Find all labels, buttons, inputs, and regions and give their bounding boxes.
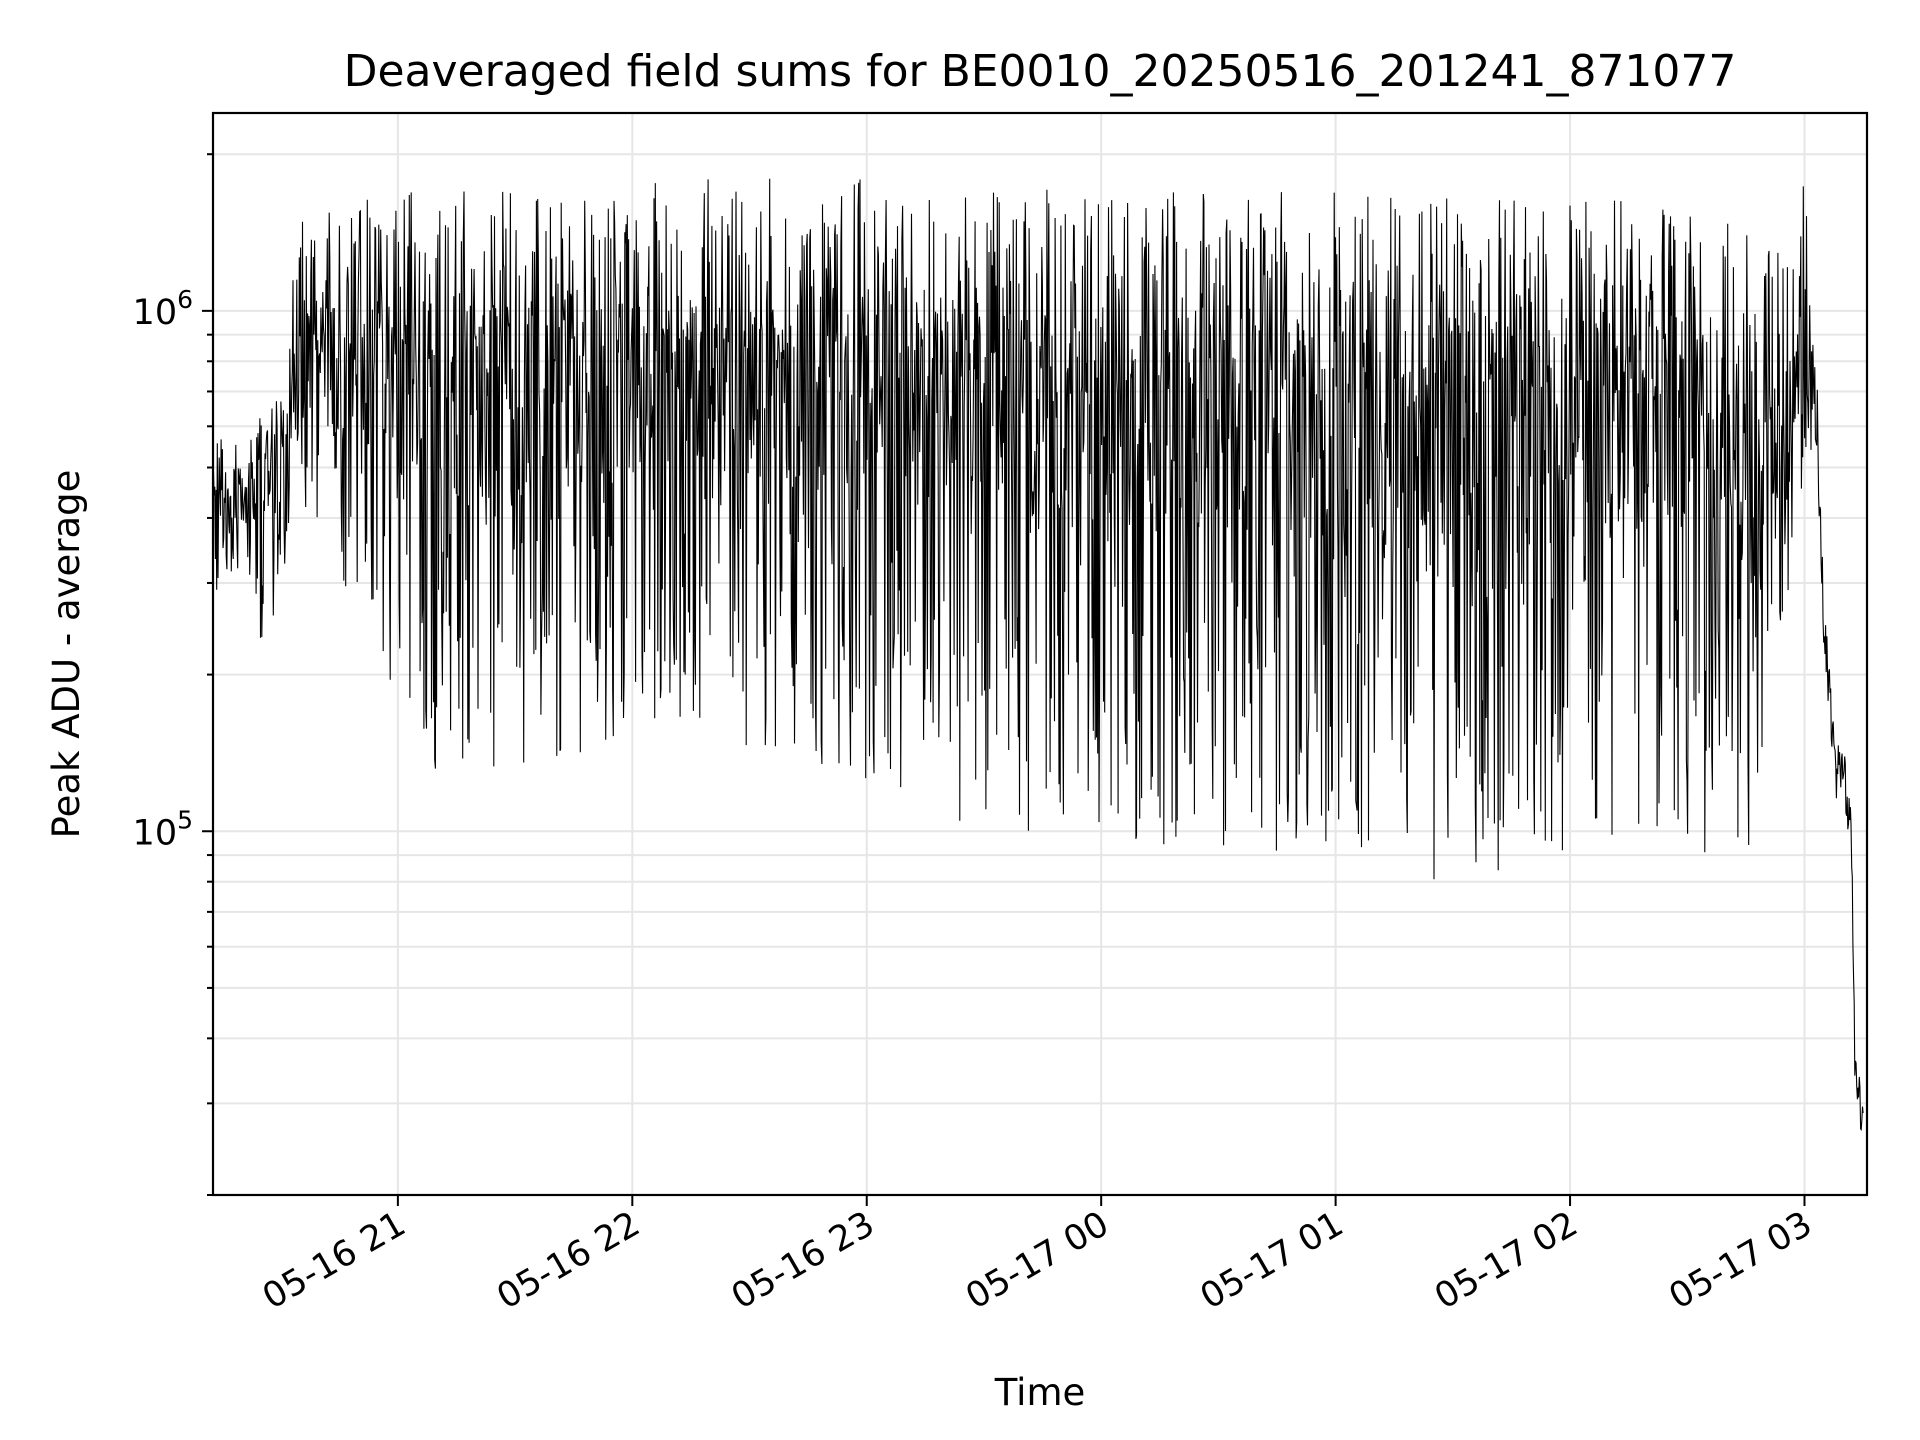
x-axis-label: Time — [994, 1371, 1086, 1414]
x-tick-label: 05-17 01 — [1194, 1204, 1350, 1317]
y-tick-label: 105 — [133, 805, 193, 853]
plot-frame — [211, 111, 1869, 1197]
y-axis-label: Peak ADU - average — [45, 470, 88, 839]
plot-area — [213, 178, 1864, 1132]
x-tick-label: 05-16 23 — [725, 1204, 881, 1317]
x-tick-label: 05-17 00 — [959, 1204, 1115, 1317]
chart-title: Deaveraged field sums for BE0010_2025051… — [344, 46, 1737, 97]
y-tick-label: 106 — [133, 285, 193, 333]
x-tick-label: 05-16 22 — [491, 1204, 647, 1317]
y-axis: 105 106 — [133, 153, 213, 1196]
series-line — [213, 178, 1864, 1132]
x-tick-label: 05-16 21 — [256, 1204, 412, 1317]
x-tick-label: 05-17 03 — [1663, 1204, 1819, 1317]
x-axis: 05-16 21 05-16 22 05-16 23 05-17 00 05-17 01… — [256, 1195, 1819, 1317]
x-tick-label: 05-17 02 — [1428, 1204, 1584, 1317]
